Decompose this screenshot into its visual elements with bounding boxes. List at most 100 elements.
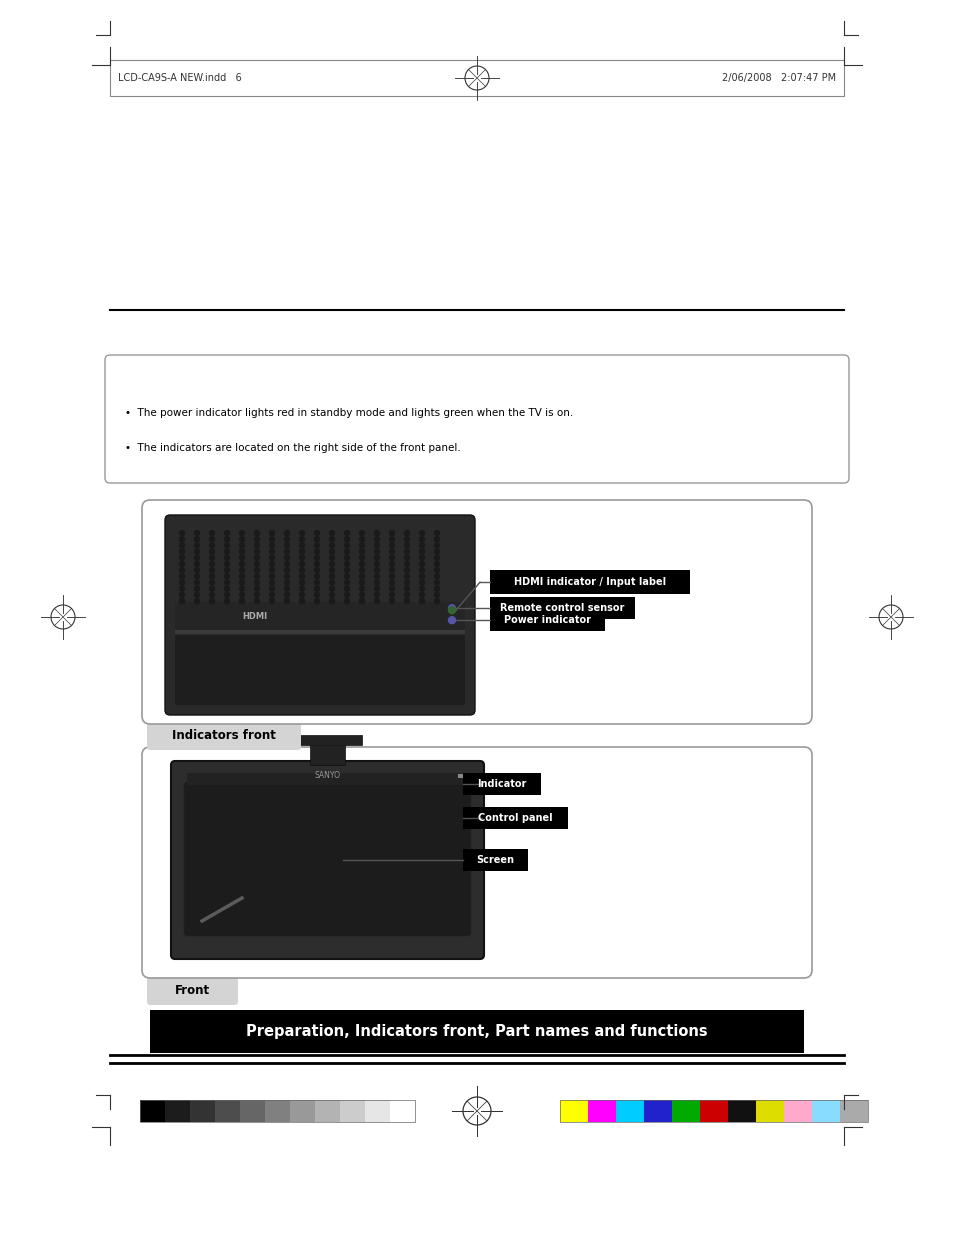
Circle shape	[404, 580, 409, 585]
Circle shape	[224, 543, 230, 548]
Circle shape	[239, 562, 244, 567]
Circle shape	[299, 562, 304, 567]
Circle shape	[254, 599, 259, 604]
Circle shape	[344, 580, 349, 585]
Text: •  The power indicator lights red in standby mode and lights green when the TV i: • The power indicator lights red in stan…	[125, 408, 573, 417]
Bar	[783, 1100, 811, 1123]
Circle shape	[359, 531, 364, 536]
Circle shape	[344, 593, 349, 598]
Circle shape	[329, 587, 335, 592]
Circle shape	[269, 556, 274, 561]
Bar	[174, 525, 464, 599]
Circle shape	[239, 593, 244, 598]
Circle shape	[375, 599, 379, 604]
Circle shape	[359, 599, 364, 604]
Circle shape	[299, 543, 304, 548]
Circle shape	[254, 543, 259, 548]
Circle shape	[314, 550, 319, 555]
Circle shape	[375, 550, 379, 555]
Circle shape	[254, 537, 259, 542]
Circle shape	[359, 568, 364, 573]
Bar	[587, 1100, 616, 1123]
Circle shape	[299, 556, 304, 561]
Bar	[293, 735, 362, 745]
Circle shape	[284, 580, 289, 585]
Circle shape	[404, 531, 409, 536]
Circle shape	[314, 574, 319, 579]
Circle shape	[179, 531, 184, 536]
Bar	[240, 1100, 265, 1123]
Circle shape	[179, 593, 184, 598]
Circle shape	[314, 587, 319, 592]
Circle shape	[404, 537, 409, 542]
Circle shape	[299, 531, 304, 536]
Circle shape	[344, 531, 349, 536]
Text: HDMI: HDMI	[242, 611, 267, 621]
FancyBboxPatch shape	[142, 500, 811, 724]
Circle shape	[434, 543, 439, 548]
Circle shape	[434, 562, 439, 567]
Circle shape	[434, 599, 439, 604]
Circle shape	[359, 543, 364, 548]
Circle shape	[389, 574, 395, 579]
Circle shape	[389, 556, 395, 561]
Circle shape	[375, 574, 379, 579]
Circle shape	[210, 580, 214, 585]
Bar	[165, 1100, 190, 1123]
Bar	[365, 1100, 390, 1123]
Circle shape	[389, 550, 395, 555]
Circle shape	[404, 587, 409, 592]
Circle shape	[404, 599, 409, 604]
Bar	[174, 630, 464, 635]
Circle shape	[179, 562, 184, 567]
Circle shape	[375, 587, 379, 592]
Circle shape	[448, 616, 455, 624]
Circle shape	[329, 531, 335, 536]
Circle shape	[254, 587, 259, 592]
Circle shape	[194, 599, 199, 604]
Bar	[190, 1100, 214, 1123]
Circle shape	[284, 568, 289, 573]
Circle shape	[434, 587, 439, 592]
Circle shape	[284, 562, 289, 567]
Circle shape	[194, 587, 199, 592]
Circle shape	[284, 550, 289, 555]
Circle shape	[299, 593, 304, 598]
Circle shape	[210, 556, 214, 561]
Text: 2/06/2008   2:07:47 PM: 2/06/2008 2:07:47 PM	[721, 73, 835, 83]
Circle shape	[239, 574, 244, 579]
Circle shape	[239, 537, 244, 542]
FancyBboxPatch shape	[147, 722, 301, 750]
Circle shape	[419, 568, 424, 573]
Circle shape	[179, 587, 184, 592]
Circle shape	[254, 574, 259, 579]
Circle shape	[284, 543, 289, 548]
Bar	[214, 1100, 240, 1123]
Circle shape	[329, 593, 335, 598]
Circle shape	[194, 531, 199, 536]
Circle shape	[419, 587, 424, 592]
Circle shape	[434, 531, 439, 536]
Circle shape	[329, 568, 335, 573]
Circle shape	[179, 574, 184, 579]
Circle shape	[269, 587, 274, 592]
Circle shape	[254, 580, 259, 585]
Bar	[616, 1100, 643, 1123]
Circle shape	[404, 562, 409, 567]
Bar	[290, 1100, 314, 1123]
Circle shape	[314, 531, 319, 536]
Circle shape	[314, 543, 319, 548]
Bar	[727, 1100, 755, 1123]
Circle shape	[404, 556, 409, 561]
Circle shape	[224, 593, 230, 598]
Circle shape	[299, 599, 304, 604]
Circle shape	[224, 574, 230, 579]
Text: SANYO: SANYO	[314, 772, 340, 781]
Circle shape	[254, 568, 259, 573]
Circle shape	[434, 556, 439, 561]
Circle shape	[344, 574, 349, 579]
Text: Indicators front: Indicators front	[172, 730, 275, 742]
Bar	[390, 1100, 415, 1123]
Circle shape	[239, 568, 244, 573]
Circle shape	[284, 574, 289, 579]
